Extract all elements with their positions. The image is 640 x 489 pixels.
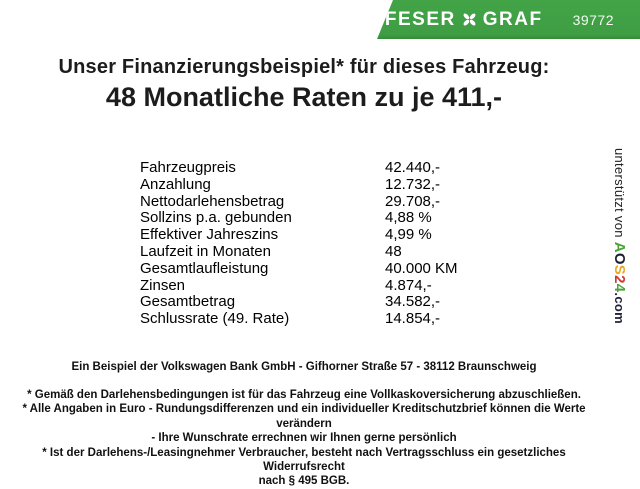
row-label: Nettodarlehensbetrag xyxy=(140,192,285,210)
disclaimer-block: * Gemäß den Darlehensbedingungen ist für… xyxy=(0,388,608,489)
headline-rate: 48 Monatliche Raten zu je 411,- xyxy=(105,82,503,112)
disclaimer-line: * Alle Angaben in Euro - Rundungsdiffere… xyxy=(22,403,586,430)
feser-graf-logo: FESER GRAF xyxy=(385,9,543,31)
row-value: 34.582,- xyxy=(385,293,441,311)
row-value: 29.708,- xyxy=(385,192,441,210)
aos24-letter: S xyxy=(611,264,628,276)
row-value: 4.874,- xyxy=(385,276,432,294)
table-row: Nettodarlehensbetrag 29.708,- xyxy=(140,192,510,211)
row-label: Fahrzeugpreis xyxy=(140,159,236,176)
row-value: 4,88 % xyxy=(385,209,432,227)
clover-x-icon xyxy=(462,12,477,27)
disclaimer-line: nach § 495 BGB. xyxy=(258,475,350,488)
row-label: Effektiver Jahreszins xyxy=(140,226,279,244)
financing-table: Fahrzeugpreis 42.440,- Anzahlung 12.732,- Ne… xyxy=(140,159,510,328)
row-value: 42.440,- xyxy=(385,159,441,176)
table-row: Anzahlung 12.732,- xyxy=(140,175,510,194)
table-row: Effektiver Jahreszins 4,99 % xyxy=(140,226,510,244)
row-value: 14.854,- xyxy=(385,310,441,328)
brand-text-right: GRAF xyxy=(482,8,543,30)
aos24-letter: O xyxy=(611,252,628,265)
supporter-credit-vertical: unterstützt von AOS24.com xyxy=(611,148,628,324)
table-row: Gesamtlaufleistung 40.000 KM xyxy=(140,259,510,278)
table-row: Laufzeit in Monaten 48 xyxy=(140,242,510,261)
aos24-logo: AOS24 xyxy=(611,241,628,293)
aos24-letter: A xyxy=(611,241,628,253)
row-value: 40.000 KM xyxy=(385,259,458,277)
table-row: Gesamtbetrag 34.582,- xyxy=(140,294,510,311)
row-label: Gesamtlaufleistung xyxy=(140,259,269,277)
aos24-letter: 2 xyxy=(611,275,628,284)
row-label: Schlussrate (49. Rate) xyxy=(140,310,290,328)
row-label: Gesamtbetrag xyxy=(140,293,236,311)
row-value: 4,99 % xyxy=(385,226,432,244)
offer-number: 39772 xyxy=(572,11,614,28)
disclaimer-line: - Ihre Wunschrate errechnen wir Ihnen ge… xyxy=(151,432,457,445)
headline-block: Unser Finanzierungsbeispiel* für dieses … xyxy=(0,56,608,113)
row-label: Zinsen xyxy=(140,276,186,294)
table-row: Schlussrate (49. Rate) 14.854,- xyxy=(140,310,510,328)
headline-subtitle: Unser Finanzierungsbeispiel* für dieses … xyxy=(58,56,550,78)
brand-text-left: FESER xyxy=(384,8,456,30)
bank-reference-line: Ein Beispiel der Volkswagen Bank GmbH - … xyxy=(71,361,537,373)
table-row: Fahrzeugpreis 42.440,- xyxy=(140,159,510,177)
disclaimer-line: * Ist der Darlehens-/Leasingnehmer Verbr… xyxy=(42,446,566,474)
table-row: Sollzins p.a. gebunden 4,88 % xyxy=(140,210,510,227)
top-banner: FESER GRAF 39772 xyxy=(377,0,640,39)
table-row: Zinsen 4.874,- xyxy=(140,276,510,295)
row-value: 48 xyxy=(385,242,402,260)
row-label: Anzahlung xyxy=(140,175,211,193)
supporter-prefix: unterstützt von xyxy=(612,148,627,242)
row-label: Laufzeit in Monaten xyxy=(140,242,271,260)
row-label: Sollzins p.a. gebunden xyxy=(140,209,292,227)
supporter-suffix: .com xyxy=(612,292,627,324)
row-value: 12.732,- xyxy=(385,175,441,193)
disclaimer-line: * Gemäß den Darlehensbedingungen ist für… xyxy=(27,389,581,401)
